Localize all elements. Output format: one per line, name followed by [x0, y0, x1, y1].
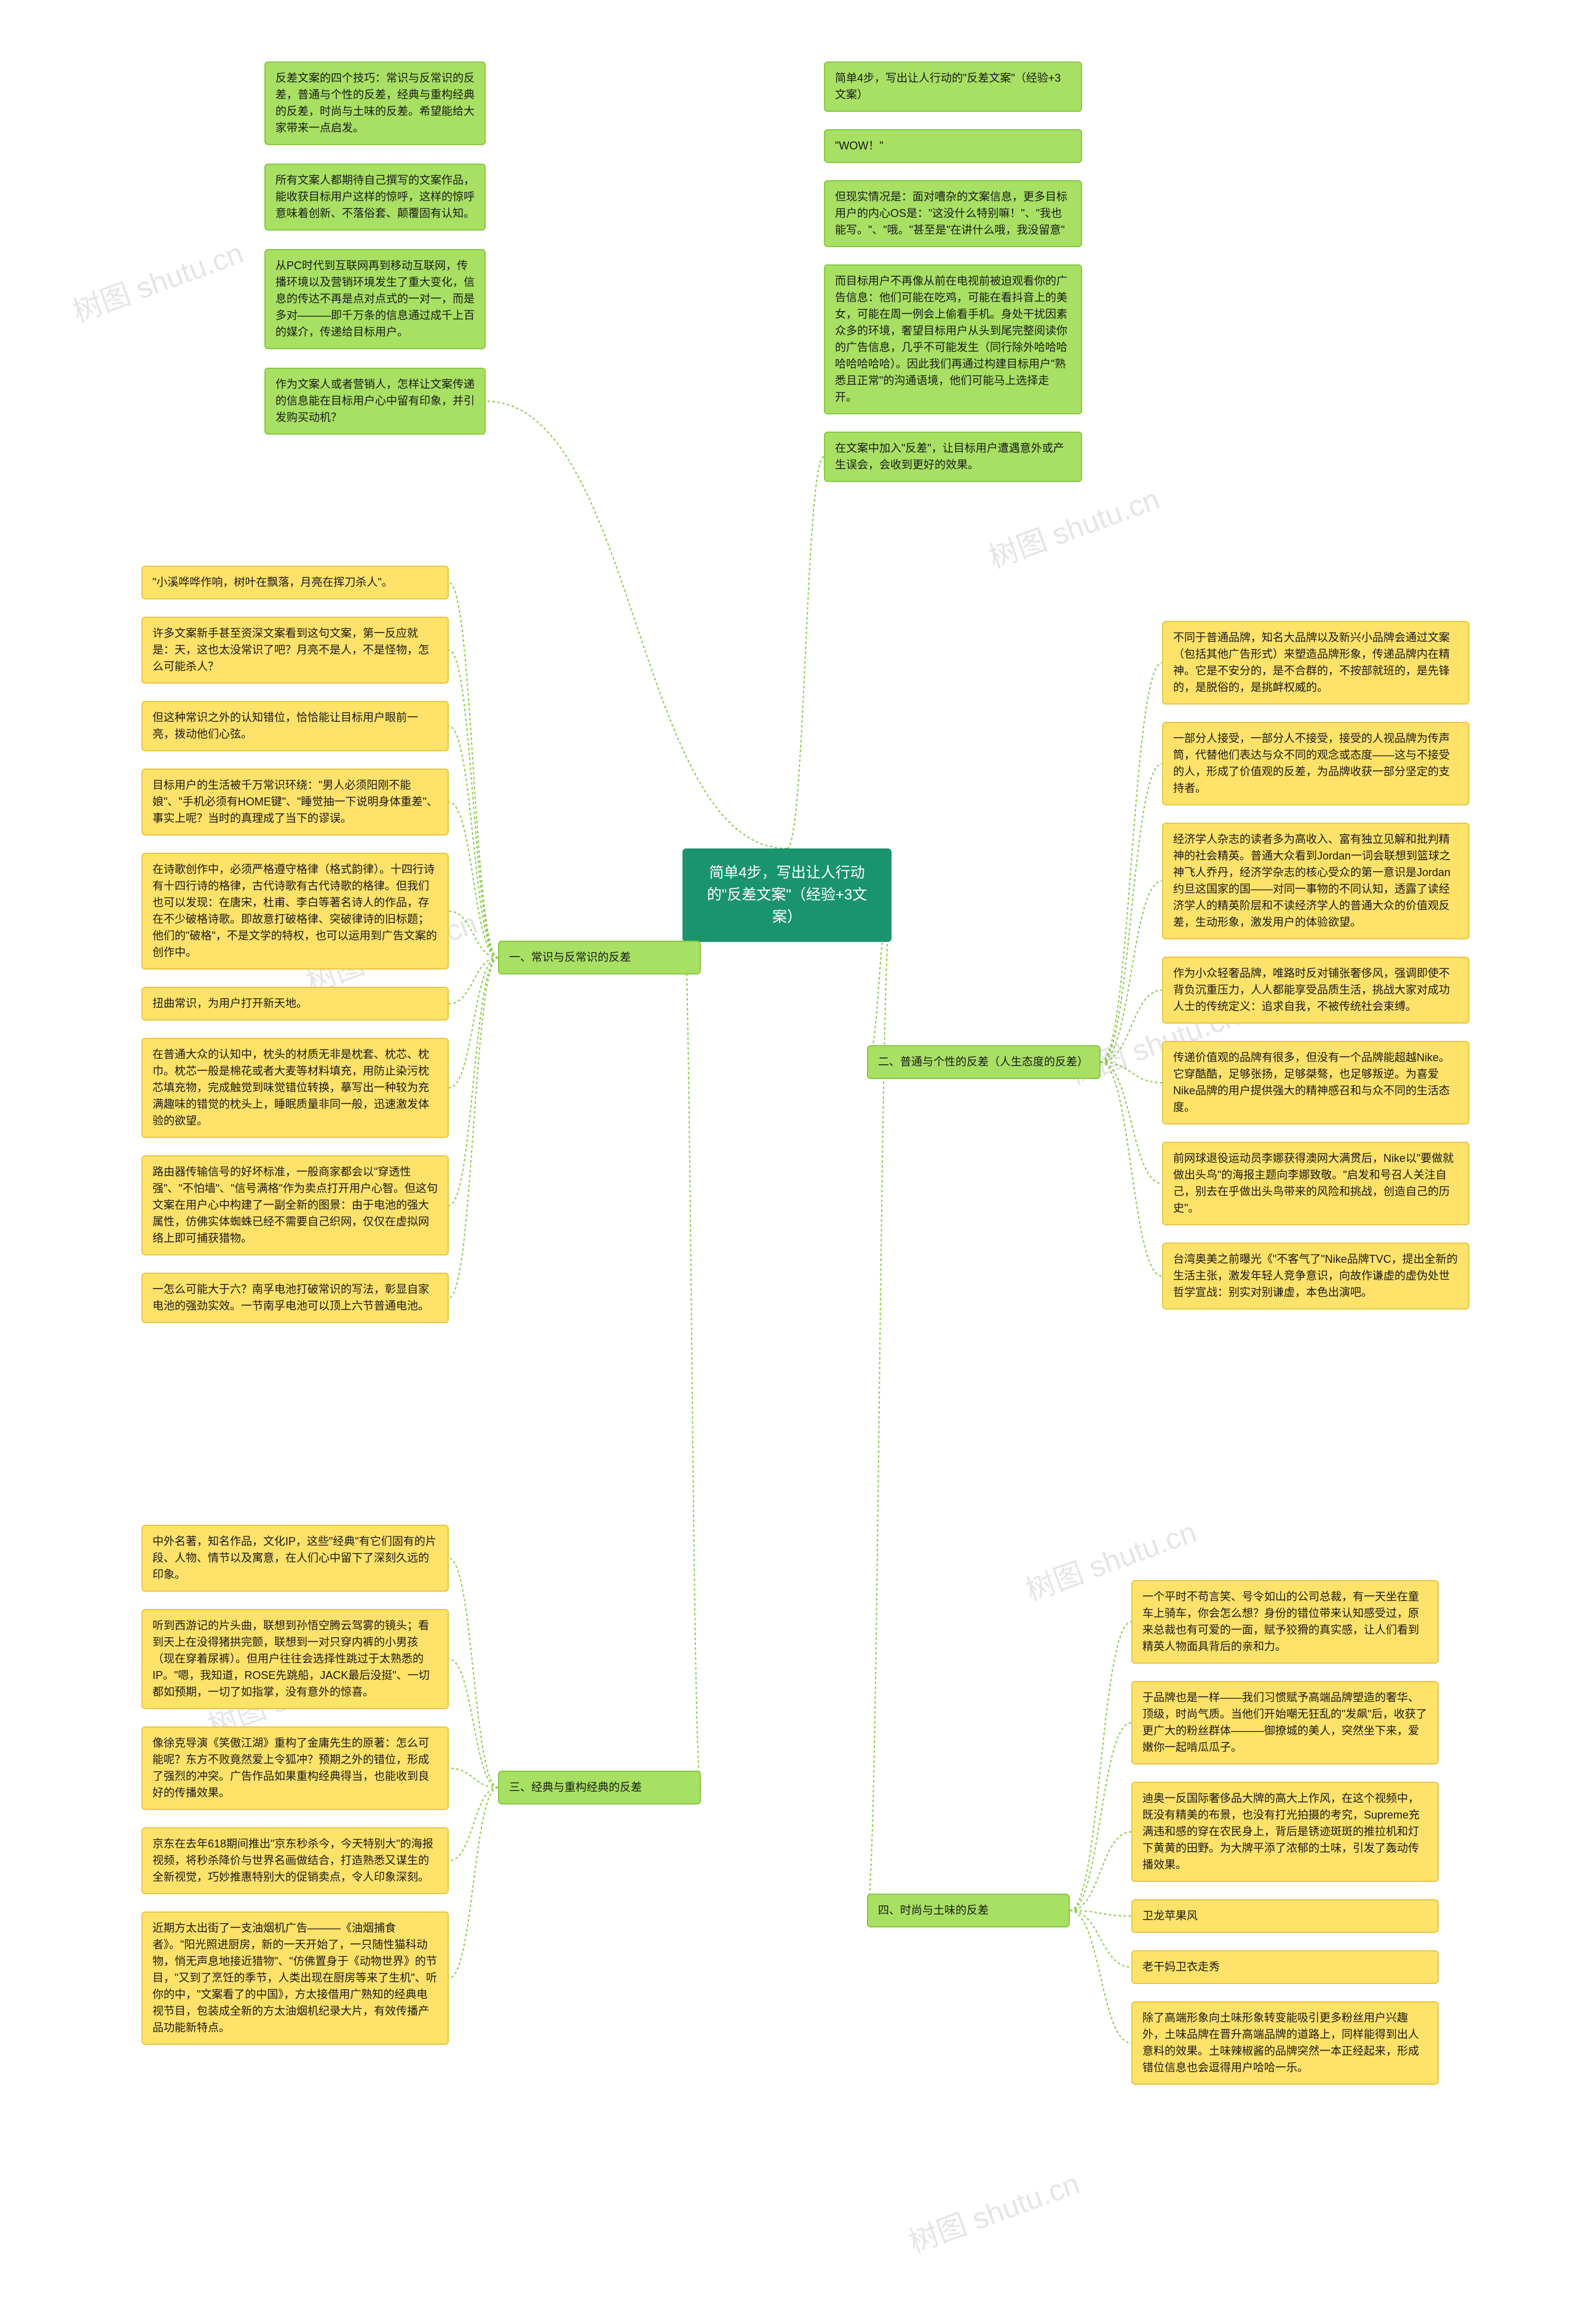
b4-leaf-4: 老干妈卫衣走秀	[1131, 1950, 1439, 1984]
b2-label: 二、普通与个性的反差（人生态度的反差）	[867, 1045, 1101, 1079]
b2-leaf-6: 台湾奥美之前曝光《"不客气了"Nike品牌TVC，提出全新的生活主张，激发年轻人…	[1162, 1243, 1469, 1310]
b3-leaf-0: 中外名著，知名作品，文化IP，这些"经典"有它们固有的片段、人物、情节以及寓意，…	[141, 1525, 449, 1592]
b4-label: 四、时尚与土味的反差	[867, 1894, 1070, 1927]
b1-leaf-6: 在普通大众的认知中，枕头的材质无非是枕套、枕芯、枕巾。枕芯一般是棉花或者大麦等材…	[141, 1038, 449, 1138]
intro-right-1: "WOW！"	[824, 129, 1082, 163]
b4-leaf-5: 除了高端形象向土味形象转变能吸引更多粉丝用户兴趣外，土味品牌在晋升高端品牌的道路…	[1131, 2001, 1439, 2085]
b4-leaf-2: 迪奥一反国际奢侈品大牌的高大上作风，在这个视频中，既没有精美的布景，也没有打光拍…	[1131, 1782, 1439, 1882]
b2-leaf-5: 前网球退役运动员李娜获得澳网大满贯后，Nike以"要做就做出头鸟"的海报主题向李…	[1162, 1142, 1469, 1225]
b1-leaf-5: 扭曲常识，为用户打开新天地。	[141, 987, 449, 1021]
watermark-1: 树图 shutu.cn	[982, 475, 1165, 576]
b1-leaf-4: 在诗歌创作中，必须严格遵守格律（格式韵律）。十四行诗有十四行诗的格律，古代诗歌有…	[141, 853, 449, 970]
b1-leaf-7: 路由器传输信号的好坏标准，一般商家都会以"穿透性强"、"不怕墙"、"信号满格"作…	[141, 1155, 449, 1255]
intro-right-2: 但现实情况是：面对嘈杂的文案信息，更多目标用户的内心OS是："这没什么特别嘛！"…	[824, 180, 1082, 247]
intro-left-1: 所有文案人都期待自己撰写的文案作品，能收获目标用户这样的惊呼，这样的惊呼意味着创…	[264, 164, 486, 231]
b2-leaf-2: 经济学人杂志的读者多为高收入、富有独立见解和批判精神的社会精英。普通大众看到Jo…	[1162, 823, 1469, 939]
intro-right-3: 而目标用户不再像从前在电视前被迫观看你的广告信息：他们可能在吃鸡，可能在看抖音上…	[824, 264, 1082, 414]
b1-leaf-2: 但这种常识之外的认知错位，恰恰能让目标用户眼前一亮，拨动他们心弦。	[141, 701, 449, 751]
b4-leaf-0: 一个平时不苟言笑、号令如山的公司总裁，有一天坐在童车上骑车，你会怎么想？身份的错…	[1131, 1580, 1439, 1664]
b1-leaf-1: 许多文案新手甚至资深文案看到这句文案，第一反应就是：天，这也太没常识了吧？月亮不…	[141, 617, 449, 684]
b3-leaf-2: 像徐克导演《笑傲江湖》重构了金庸先生的原著：怎么可能呢？东方不败竟然爱上令狐冲？…	[141, 1726, 449, 1810]
intro-left-2: 从PC时代到互联网再到移动互联网，传播环境以及营销环境发生了重大变化，信息的传达…	[264, 249, 486, 349]
intro-left-3: 作为文案人或者营销人，怎样让文案传递的信息能在目标用户心中留有印象，并引发购买动…	[264, 368, 486, 435]
b3-leaf-3: 京东在去年618期间推出"京东秒杀今，今天特别大"的海报视频，将秒杀降价与世界名…	[141, 1827, 449, 1894]
b4-leaf-3: 卫龙苹果风	[1131, 1899, 1439, 1933]
b2-leaf-4: 传递价值观的品牌有很多，但没有一个品牌能超越Nike。它穿酷酷，足够张扬，足够桀…	[1162, 1041, 1469, 1124]
b1-leaf-3: 目标用户的生活被千万常识环绕："男人必须阳刚不能娘"、"手机必须有HOME键"、…	[141, 769, 449, 836]
b3-leaf-4: 近期方太出街了一支油烟机广告———《油烟捕食者》。"阳光照进厨房，新的一天开始了…	[141, 1911, 449, 2045]
b1-leaf-8: 一怎么可能大于六？南孚电池打破常识的写法，彰显自家电池的强劲实效。一节南孚电池可…	[141, 1273, 449, 1323]
intro-left-0: 反差文案的四个技巧：常识与反常识的反差，普通与个性的反差，经典与重构经典的反差，…	[264, 61, 486, 145]
b1-leaf-0: "小溪哗哗作响，树叶在飘落，月亮在挥刀杀人"。	[141, 566, 449, 599]
intro-right-0: 简单4步，写出让人行动的"反差文案"（经验+3文案）	[824, 61, 1082, 112]
b1-label: 一、常识与反常识的反差	[498, 941, 701, 974]
b3-leaf-1: 听到西游记的片头曲，联想到孙悟空腾云驾雾的镜头；看到天上在没得猪拱完颤，联想到一…	[141, 1609, 449, 1709]
b2-leaf-1: 一部分人接受，一部分人不接受，接受的人视品牌为传声筒，代替他们表达与众不同的观念…	[1162, 722, 1469, 805]
b2-leaf-0: 不同于普通品牌，知名大品牌以及新兴小品牌会通过文案（包括其他广告形式）来塑造品牌…	[1162, 621, 1469, 705]
b4-leaf-1: 于品牌也是一样——我们习惯赋予高端品牌塑造的奢华、顶级，时尚气质。当他们开始嘲无…	[1131, 1681, 1439, 1765]
watermark-0: 树图 shutu.cn	[66, 229, 248, 330]
root-node: 简单4步，写出让人行动的"反差文案"（经验+3文案）	[682, 848, 892, 942]
watermark-6: 树图 shutu.cn	[902, 2159, 1085, 2261]
b3-label: 三、经典与重构经典的反差	[498, 1771, 701, 1804]
b2-leaf-3: 作为小众轻奢品牌，唯路时反对铺张奢侈风，强调即使不背负沉重压力，人人都能享受品质…	[1162, 957, 1469, 1024]
intro-right-4: 在文案中加入"反差"，让目标用户遭遇意外或产生误会，会收到更好的效果。	[824, 432, 1082, 482]
